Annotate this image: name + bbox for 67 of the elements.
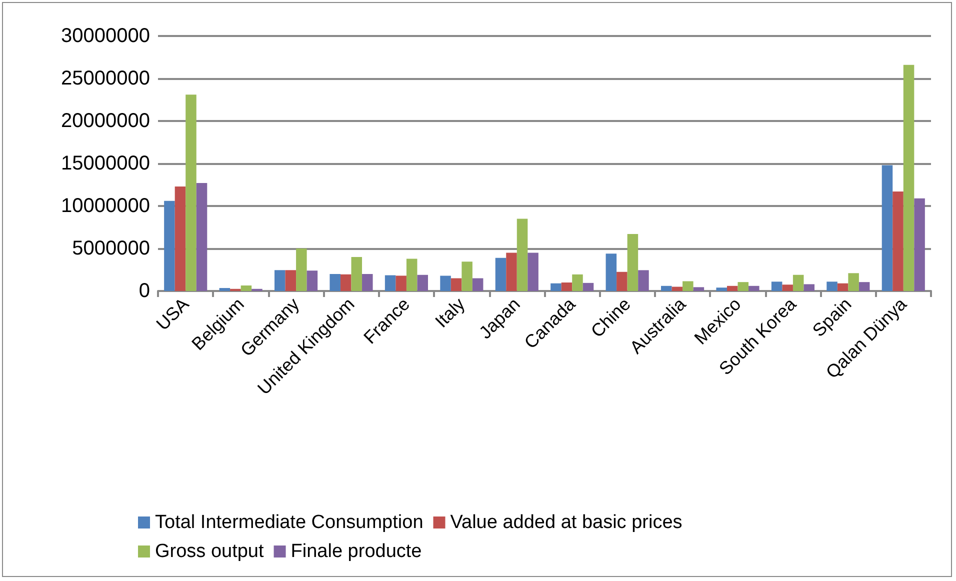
y-tick-label: 15000000 bbox=[61, 152, 150, 174]
bar bbox=[672, 286, 683, 291]
bar bbox=[582, 282, 594, 291]
bar bbox=[362, 274, 373, 291]
bar bbox=[406, 258, 418, 291]
bar bbox=[186, 94, 196, 291]
y-tick-label: 10000000 bbox=[61, 195, 150, 217]
legend-label: Finale producte bbox=[290, 541, 422, 562]
bar bbox=[174, 186, 186, 291]
bar bbox=[351, 257, 362, 291]
bar bbox=[826, 282, 838, 291]
y-tick-label: 20000000 bbox=[61, 110, 150, 132]
x-tick-label: Italy bbox=[431, 294, 469, 332]
bar bbox=[726, 286, 738, 291]
bar bbox=[561, 282, 572, 291]
bar bbox=[638, 270, 649, 291]
bar bbox=[296, 248, 307, 291]
bar bbox=[340, 274, 352, 291]
y-tick-label: 5000000 bbox=[72, 238, 150, 260]
bar bbox=[440, 276, 451, 291]
bar bbox=[892, 192, 904, 291]
bar bbox=[516, 218, 528, 291]
bar bbox=[616, 272, 628, 291]
bar bbox=[240, 285, 252, 291]
legend-label: Total Intermediate Consumption bbox=[155, 512, 424, 533]
legend-label: Value added at basic prices bbox=[450, 512, 682, 533]
bar bbox=[384, 275, 396, 291]
bar bbox=[472, 278, 484, 291]
bar bbox=[804, 284, 814, 291]
bar bbox=[848, 273, 859, 291]
bar bbox=[627, 234, 638, 291]
bar bbox=[572, 274, 583, 291]
bar bbox=[738, 282, 749, 291]
x-tick-label: USA bbox=[152, 294, 193, 334]
bar bbox=[528, 252, 538, 291]
y-tick-label: 30000000 bbox=[61, 25, 150, 47]
bar bbox=[837, 283, 848, 291]
bar bbox=[450, 278, 462, 291]
bar bbox=[716, 288, 727, 291]
bar bbox=[693, 287, 704, 291]
bar bbox=[792, 274, 804, 291]
bar bbox=[417, 274, 428, 291]
bar bbox=[606, 254, 617, 291]
bar bbox=[506, 252, 517, 291]
bar bbox=[462, 262, 472, 291]
bar bbox=[782, 284, 793, 291]
bar bbox=[164, 200, 175, 291]
bar bbox=[219, 288, 230, 291]
bar bbox=[682, 281, 694, 291]
bar bbox=[396, 276, 406, 291]
bar bbox=[748, 286, 760, 291]
bar bbox=[914, 198, 925, 291]
y-tick-label: 0 bbox=[138, 280, 150, 302]
y-tick-label: 25000000 bbox=[61, 68, 150, 90]
bar bbox=[858, 282, 870, 291]
bar bbox=[196, 183, 208, 291]
bar bbox=[330, 274, 340, 291]
bar bbox=[274, 270, 286, 291]
bar bbox=[882, 165, 893, 291]
bar bbox=[285, 270, 296, 291]
bar bbox=[661, 286, 672, 291]
bar bbox=[306, 270, 318, 291]
bar bbox=[771, 282, 782, 291]
legend-label: Gross output bbox=[155, 541, 264, 562]
bar bbox=[550, 283, 562, 291]
bar bbox=[495, 258, 506, 291]
bar bbox=[903, 64, 914, 291]
